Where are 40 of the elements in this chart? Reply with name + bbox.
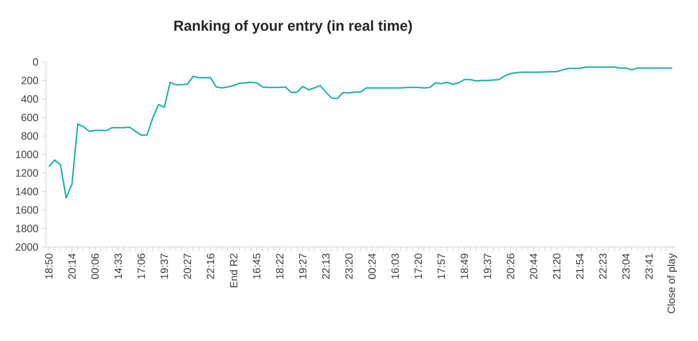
y-tick-label: 1400	[16, 188, 38, 196]
x-tick-label: 20:27	[184, 254, 192, 279]
y-tick-label: 1200	[16, 169, 38, 177]
x-tick-label: 18:50	[45, 254, 53, 279]
x-tick-label: 18:22	[276, 254, 284, 279]
x-tick-label: 22:16	[206, 254, 214, 279]
x-tick-label: 17:20	[414, 254, 422, 279]
x-tick-label: 21:20	[553, 254, 560, 279]
y-tick-label: 1000	[16, 150, 38, 158]
x-tick-label: 18:49	[460, 254, 468, 279]
x-tick-label: 20:26	[506, 254, 514, 279]
x-tick-label: 23:20	[345, 254, 353, 279]
chart-title: Ranking of your entry (in real time)	[174, 20, 412, 34]
y-tick-label: 1600	[16, 206, 38, 214]
y-tick-label: 0	[33, 58, 38, 66]
x-tick-label: 19:37	[484, 254, 492, 279]
x-tick-label: 20:44	[530, 254, 538, 279]
y-tick-label: 2000	[16, 243, 38, 251]
x-tick-label: 22:23	[599, 254, 607, 279]
x-tick-label: 14:33	[114, 254, 122, 279]
y-tick-label: 1800	[16, 224, 38, 232]
x-tick-label: 23:04	[622, 254, 630, 279]
y-tick-label: 800	[21, 132, 38, 140]
x-tick-label: 16:03	[391, 254, 399, 279]
y-tick-label: 400	[21, 95, 38, 103]
x-tick-label: 22:13	[322, 254, 330, 279]
x-tick-label: 19:37	[160, 254, 168, 279]
x-tick-label: 16:45	[252, 254, 260, 279]
x-tick-label: Close of play	[667, 253, 677, 314]
x-tick-label: 17:57	[438, 254, 445, 279]
x-tick-label: 00:24	[368, 254, 376, 279]
x-tick-label: 23:41	[645, 254, 653, 279]
x-tick-label: 17:06	[138, 254, 145, 279]
x-tick-label: End R2	[230, 254, 238, 288]
y-tick-label: 600	[22, 114, 38, 122]
x-tick-label: 00:06	[91, 254, 99, 279]
x-tick-label: 20:14	[68, 254, 76, 279]
x-tick-label: 21:54	[576, 254, 584, 279]
y-tick-label: 200	[22, 76, 38, 84]
x-tick-label: 19:27	[299, 254, 307, 279]
